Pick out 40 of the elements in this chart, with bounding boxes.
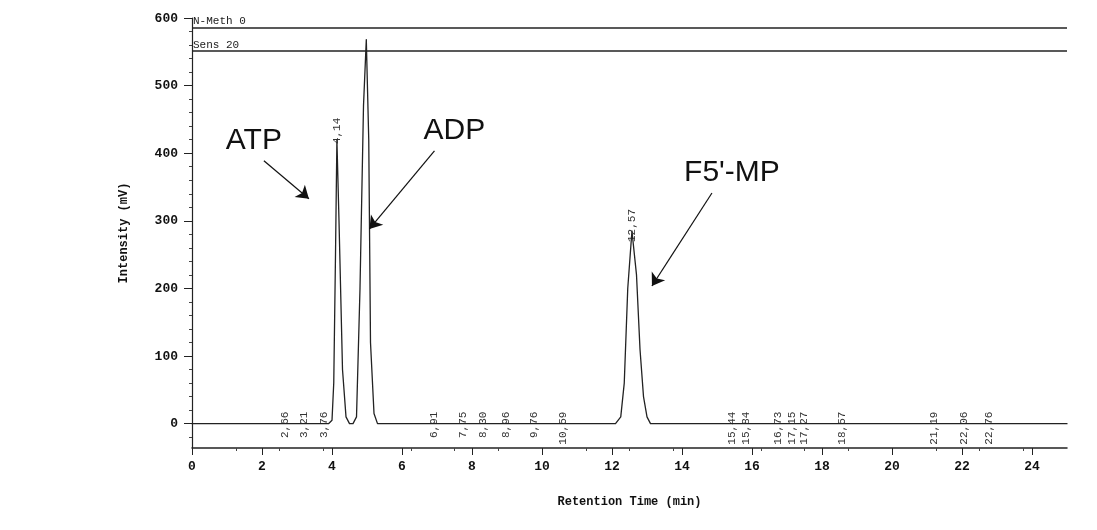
annotation: 4,14 bbox=[330, 117, 343, 145]
annotation: 17,27 bbox=[798, 411, 811, 445]
annotation: 7,75 bbox=[457, 411, 470, 439]
annotation: ADP bbox=[423, 112, 486, 146]
x-tick-label: 12 bbox=[604, 459, 620, 474]
x-tick-label: 4 bbox=[328, 459, 337, 474]
x-tick-label: 22 bbox=[954, 459, 970, 474]
annotation: 21,19 bbox=[927, 411, 940, 445]
x-tick-label: 14 bbox=[674, 459, 690, 474]
y-tick-label: 400 bbox=[154, 145, 179, 161]
ref-line-label: N-Meth 0 bbox=[193, 14, 246, 27]
annotation: 16,73 bbox=[771, 411, 784, 445]
y-tick-label: 200 bbox=[154, 280, 179, 296]
y-tick-label: 0 bbox=[170, 416, 179, 432]
annotation: 17,15 bbox=[786, 411, 799, 445]
x-tick-label: 8 bbox=[468, 459, 477, 474]
y-tick-label: 300 bbox=[154, 213, 179, 229]
x-tick-label: 20 bbox=[884, 459, 900, 474]
annotation: 8,30 bbox=[476, 411, 489, 439]
annotation: 12,57 bbox=[625, 208, 638, 242]
annotation: 3,76 bbox=[317, 411, 330, 439]
x-tick-label: 10 bbox=[534, 459, 550, 474]
ref-line-label: Sens 20 bbox=[193, 38, 240, 51]
annotation: 22,76 bbox=[982, 411, 995, 445]
y-axis-title: Intensity (mV) bbox=[117, 182, 131, 284]
annotation: ATP bbox=[225, 122, 282, 156]
x-tick-label: 24 bbox=[1024, 459, 1040, 474]
annotation: 15,44 bbox=[726, 411, 739, 445]
y-tick-label: 500 bbox=[154, 78, 179, 94]
annotation: 3,21 bbox=[298, 411, 311, 439]
annotation: F5'-MP bbox=[684, 154, 780, 188]
y-tick-label: 600 bbox=[154, 10, 179, 26]
y-tick-label: 100 bbox=[154, 348, 179, 364]
x-tick-label: 6 bbox=[398, 459, 407, 474]
annotation: 9,76 bbox=[527, 411, 540, 439]
x-tick-label: 2 bbox=[258, 459, 267, 474]
x-axis-title: Retention Time (min) bbox=[557, 495, 702, 509]
x-tick-label: 18 bbox=[814, 459, 830, 474]
x-tick-label: 0 bbox=[188, 459, 197, 474]
x-tick-label: 16 bbox=[744, 459, 760, 474]
